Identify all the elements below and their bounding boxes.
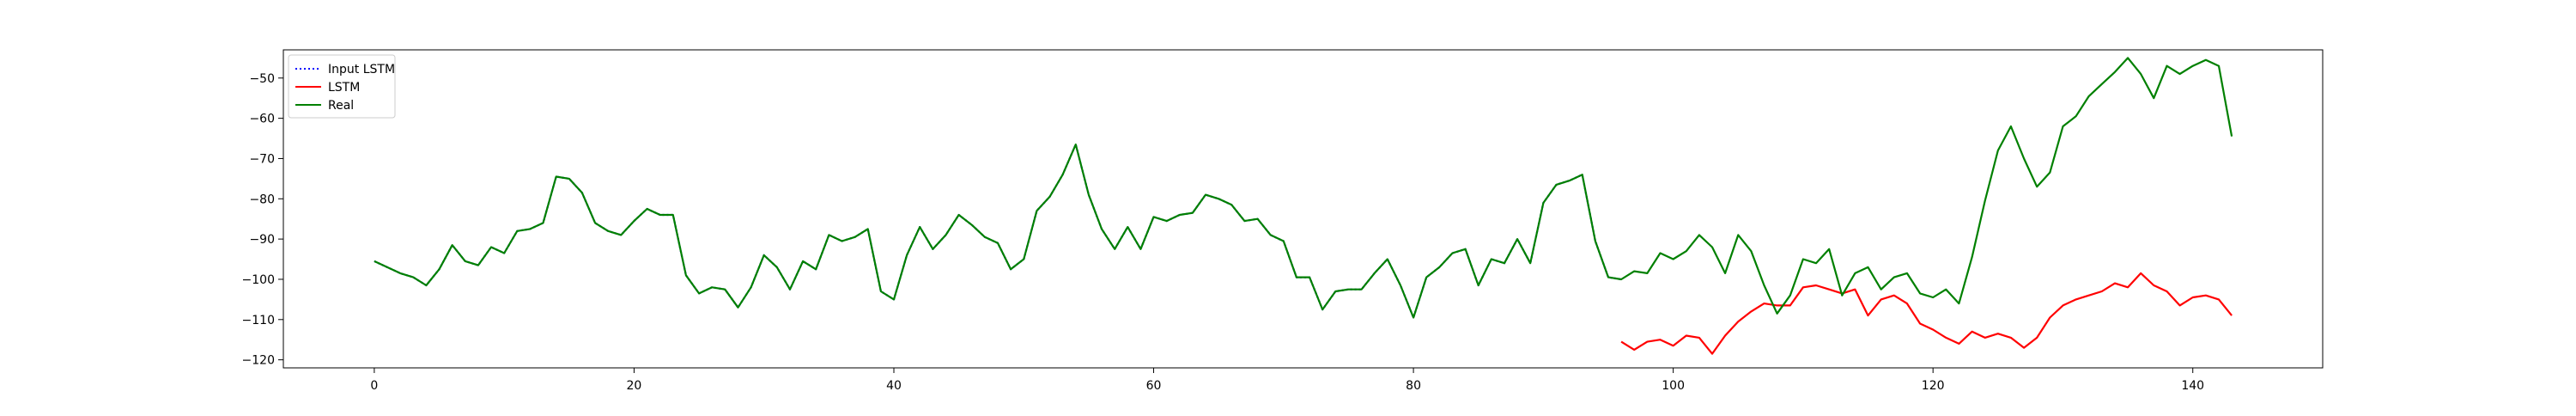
y-axis: −120 −110 −100 −90 −80 −70 −60 −50: [242, 72, 283, 368]
y-tick-label: −60: [249, 113, 275, 126]
plot-frame: [283, 49, 2324, 369]
y-tick-label: −90: [249, 233, 275, 247]
y-tick-label: −120: [242, 354, 275, 368]
x-tick-label: 100: [1662, 379, 1685, 393]
x-tick-label: 0: [370, 379, 378, 393]
legend-label: LSTM: [328, 81, 360, 95]
legend-label: Real: [328, 99, 354, 113]
x-tick-label: 80: [1406, 379, 1421, 393]
series-line-real: [374, 57, 2233, 319]
series-line-lstm: [1620, 272, 2233, 355]
y-tick-label: −100: [242, 273, 275, 287]
x-tick-label: 120: [1922, 379, 1945, 393]
x-tick-label: 20: [627, 379, 642, 393]
x-axis: 0 20 40 60 80 100 120 140: [370, 368, 2204, 393]
legend: Input LSTM LSTM Real: [288, 54, 396, 119]
y-tick-label: −70: [249, 152, 275, 166]
legend-box: [288, 54, 396, 119]
x-tick-label: 40: [886, 379, 902, 393]
y-tick-label: −80: [249, 193, 275, 206]
x-tick-label: 140: [2181, 379, 2204, 393]
legend-label: Input LSTM: [328, 63, 395, 76]
series-layer: [374, 57, 2233, 355]
y-tick-label: −110: [242, 314, 275, 327]
x-tick-label: 60: [1146, 379, 1162, 393]
y-tick-label: −50: [249, 72, 275, 86]
